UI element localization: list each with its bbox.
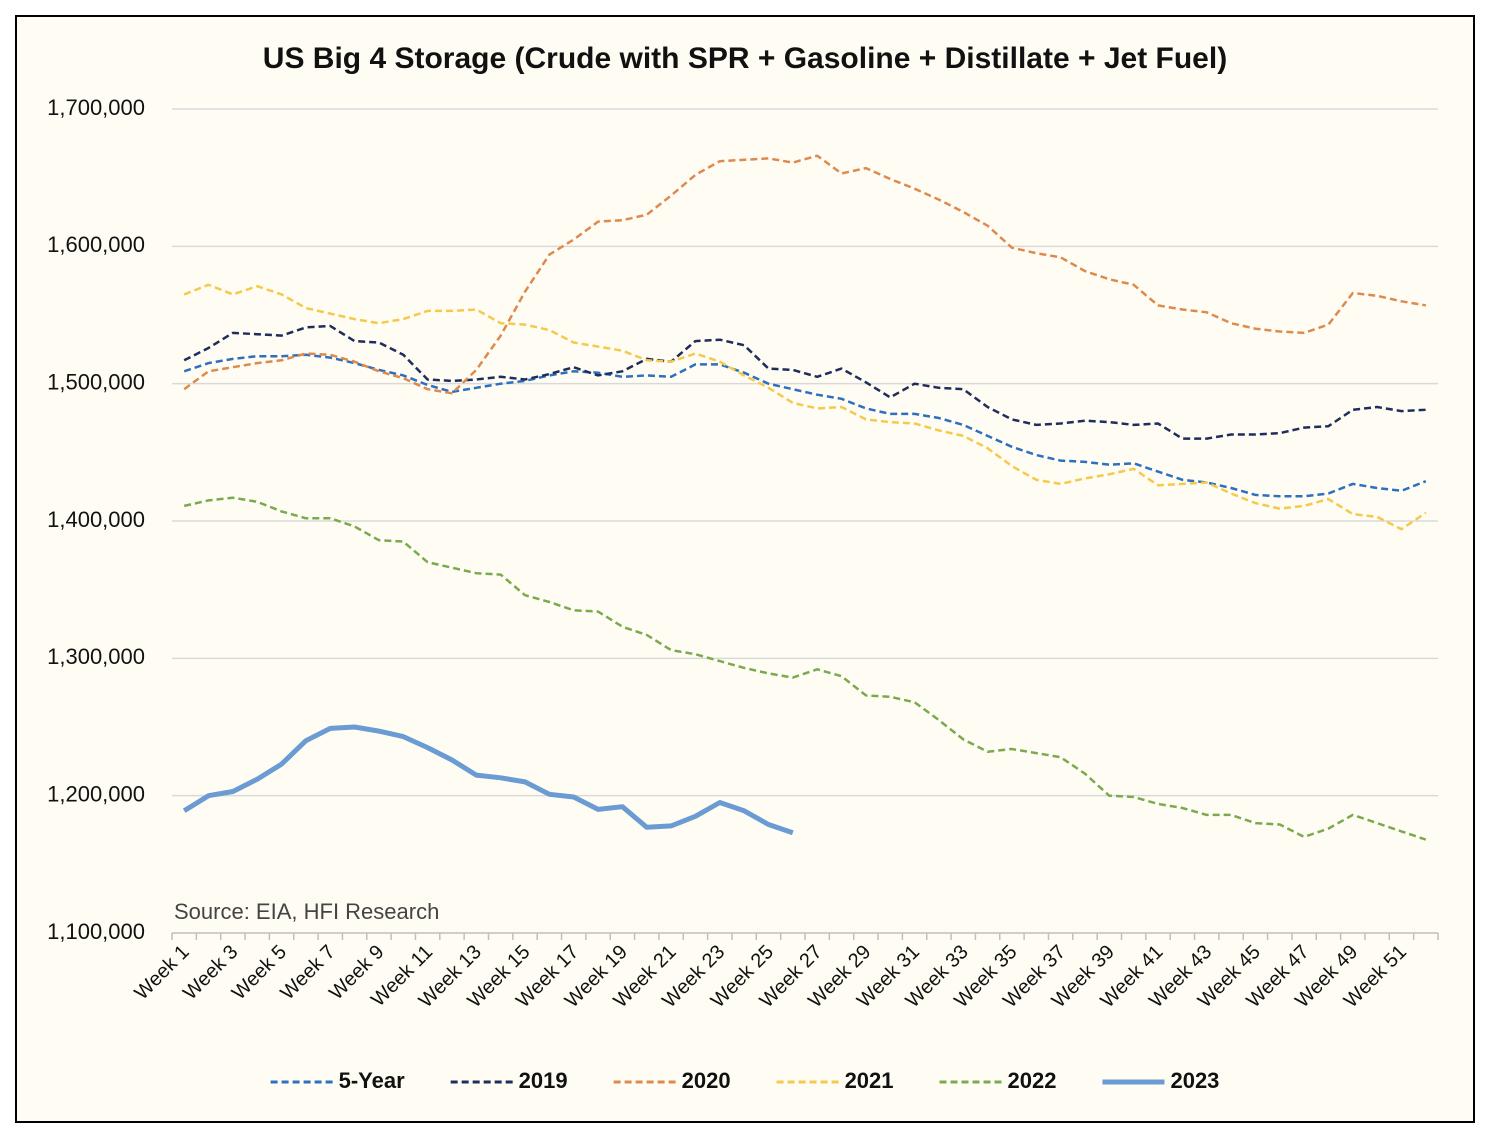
- y-tick-label: 1,400,000: [47, 507, 145, 532]
- y-tick-label: 1,200,000: [47, 781, 145, 806]
- legend-label: 2019: [519, 1068, 568, 1093]
- series-line: [183, 353, 1427, 498]
- legend-label: 2023: [1170, 1068, 1219, 1093]
- series-line: [182, 724, 794, 836]
- series-line: [183, 324, 1426, 440]
- source-note: Source: EIA, HFI Research: [174, 899, 439, 924]
- series-line: [183, 496, 1427, 841]
- legend-label: 2021: [845, 1068, 894, 1093]
- y-tick-label: 1,700,000: [47, 95, 145, 120]
- legend-label: 5-Year: [339, 1068, 405, 1093]
- y-tick-label: 1,300,000: [47, 644, 145, 669]
- legend-label: 2020: [682, 1068, 731, 1093]
- y-tick-label: 1,600,000: [47, 232, 145, 257]
- y-tick-label: 1,100,000: [47, 919, 145, 944]
- chart-title: US Big 4 Storage (Crude with SPR + Gasol…: [263, 42, 1227, 75]
- chart-frame: [15, 15, 1475, 1123]
- series-line: [183, 154, 1427, 395]
- legend-label: 2022: [1008, 1068, 1057, 1093]
- y-tick-label: 1,500,000: [47, 369, 145, 394]
- legend: 5-Year 2019 2020 2021 2022 2023: [270, 1068, 1219, 1093]
